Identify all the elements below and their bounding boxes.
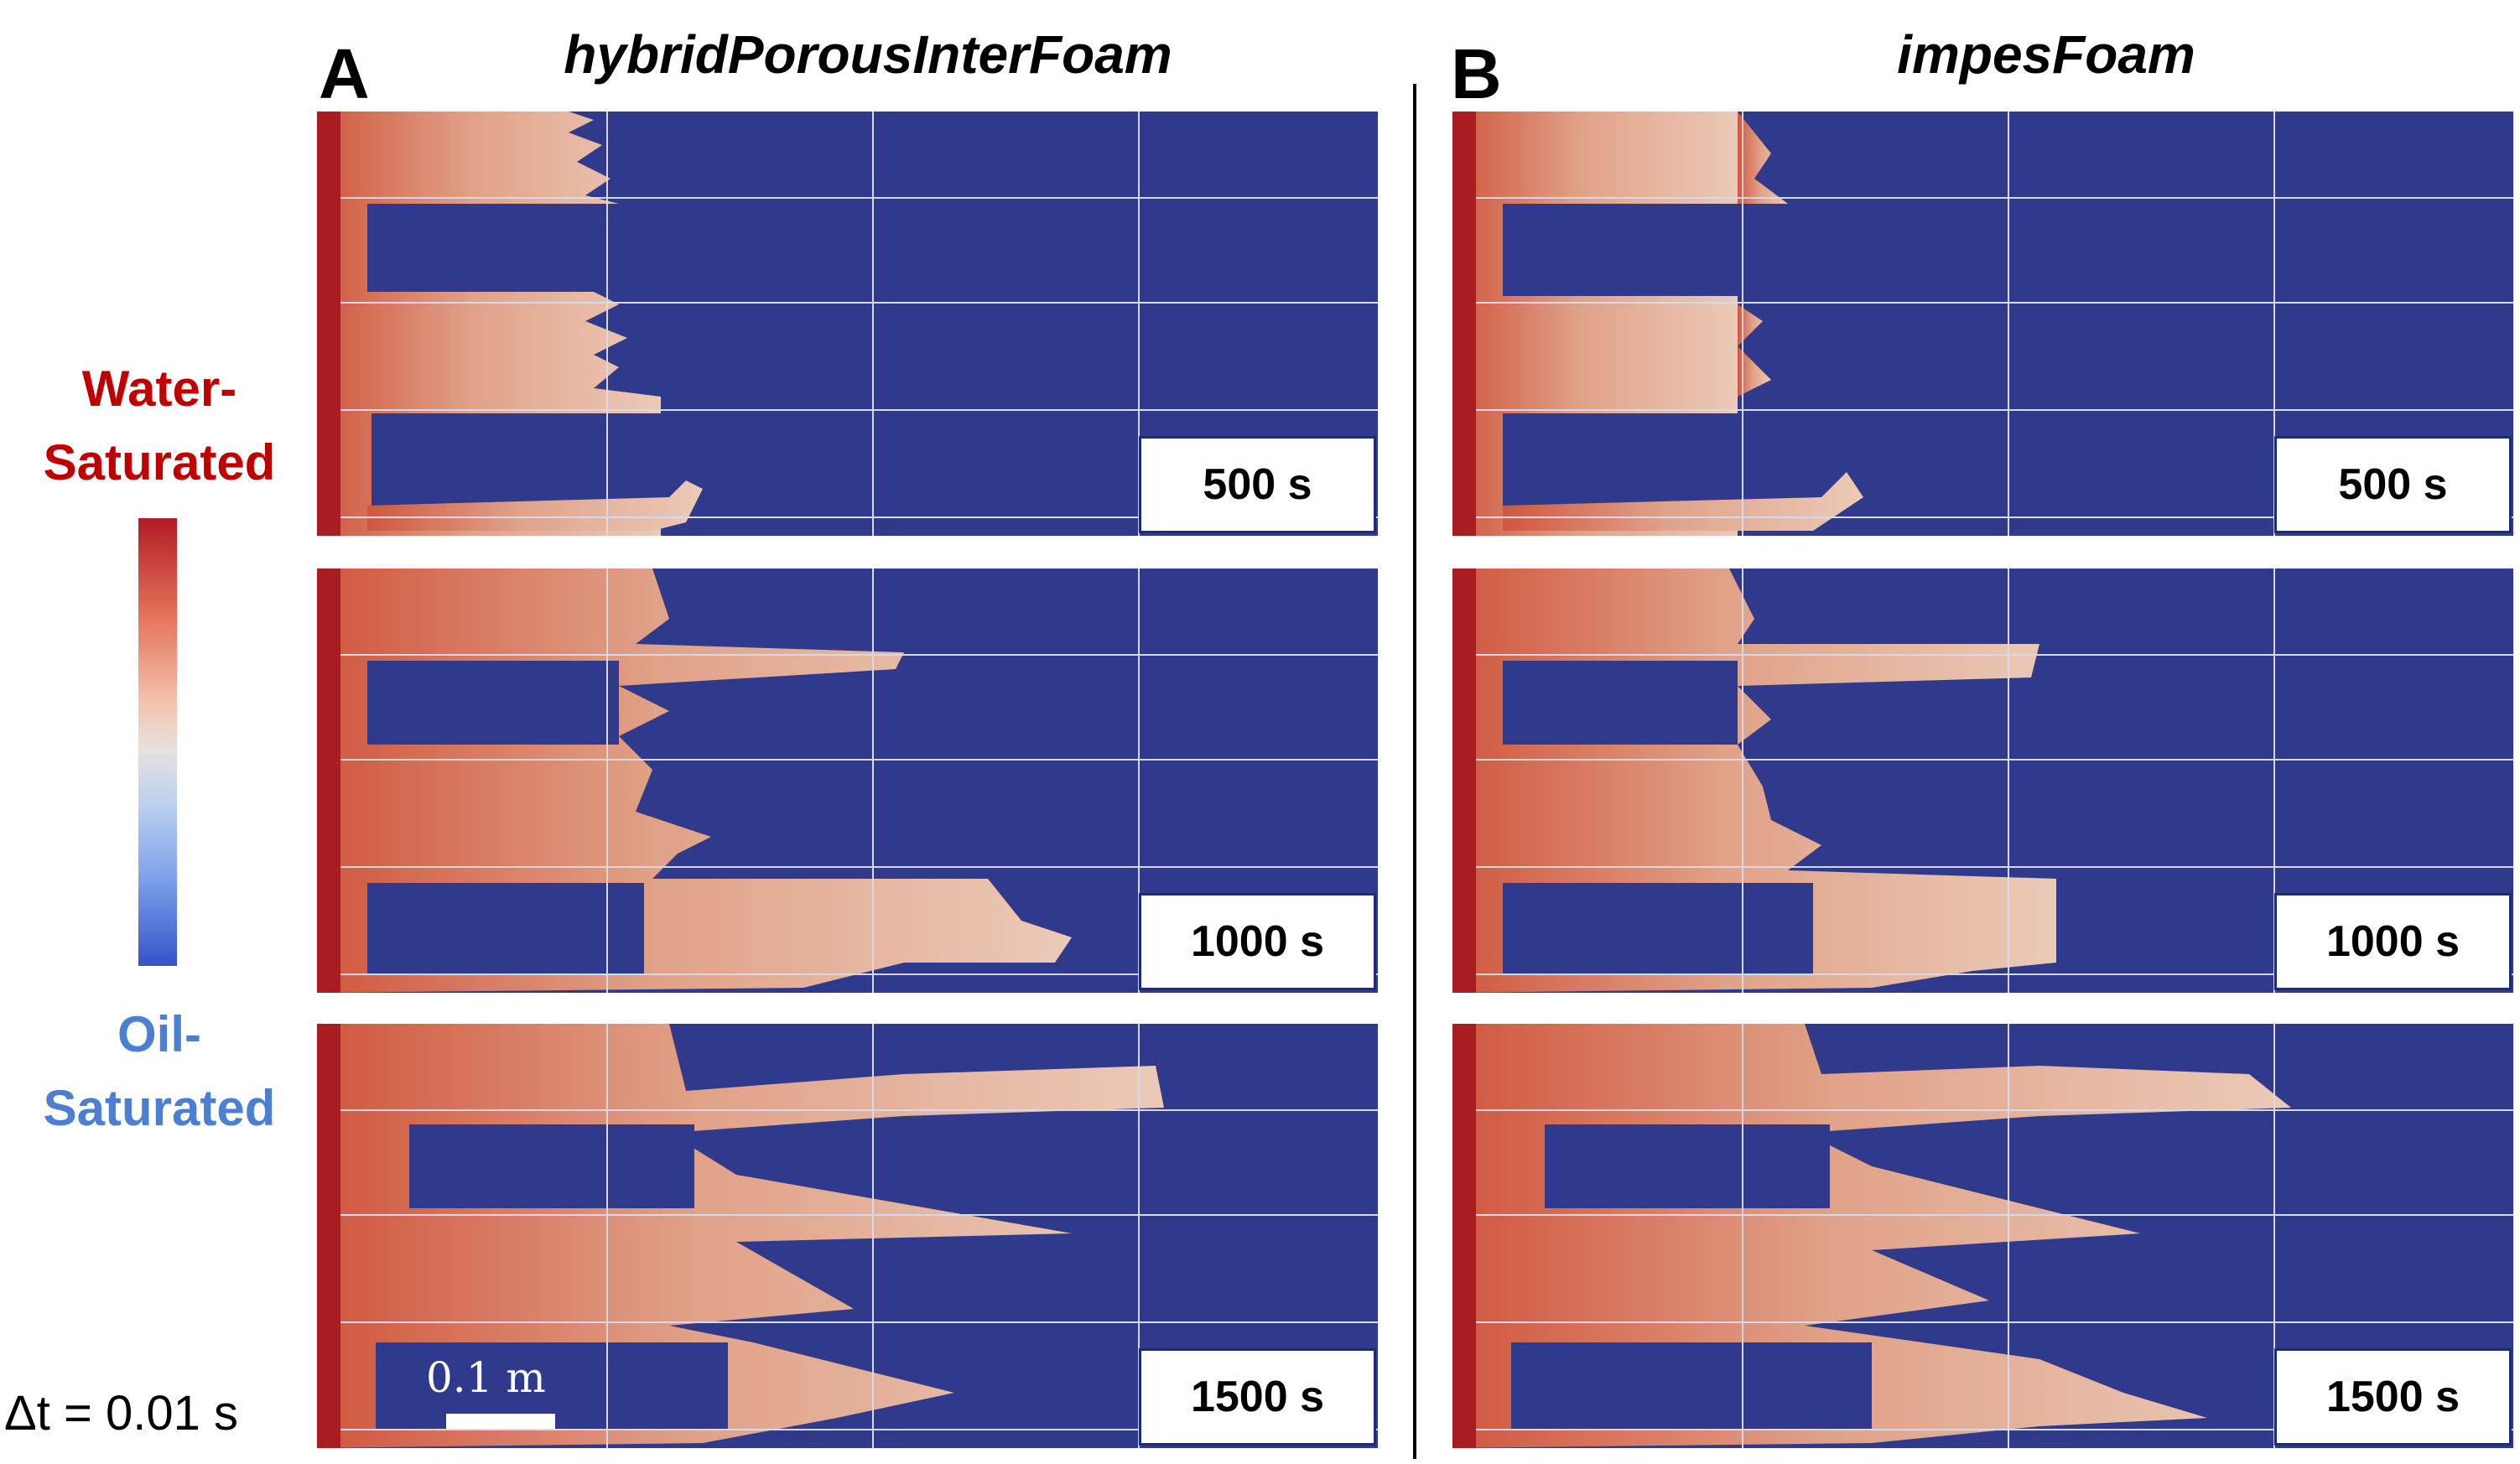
time-label-b-1500: 1500 s bbox=[2274, 1348, 2512, 1446]
time-label-a-1500: 1500 s bbox=[1139, 1348, 1376, 1446]
legend-oil-line1: Oil- bbox=[117, 1006, 201, 1062]
colorbar bbox=[138, 518, 177, 966]
panel-b-1500s bbox=[1452, 1024, 2513, 1448]
panel-a-1500s bbox=[317, 1024, 1378, 1448]
panel-a-500s bbox=[317, 112, 1378, 536]
scale-bar-label: 0.1 m bbox=[426, 1353, 546, 1402]
legend-water-line2: Saturated bbox=[43, 434, 276, 491]
panel-divider bbox=[1413, 84, 1416, 1459]
time-label-b-1000: 1000 s bbox=[2274, 893, 2512, 990]
scale-bar bbox=[446, 1414, 555, 1429]
legend-oil-saturated: Oil- Saturated bbox=[17, 998, 302, 1145]
legend-water-saturated: Water- Saturated bbox=[17, 352, 302, 500]
time-label-a-500: 500 s bbox=[1139, 436, 1376, 533]
legend-oil-line2: Saturated bbox=[43, 1080, 276, 1136]
panel-letter-a: A bbox=[319, 34, 370, 113]
time-label-a-1000: 1000 s bbox=[1139, 893, 1376, 990]
timestep-label: Δt = 0.01 s bbox=[4, 1386, 238, 1441]
time-label-b-500: 500 s bbox=[2274, 436, 2512, 533]
panel-title-a: hybridPorousInterFoam bbox=[564, 24, 1172, 85]
panel-letter-b: B bbox=[1451, 34, 1502, 113]
legend-water-line1: Water- bbox=[81, 361, 237, 417]
panel-title-b: impesFoam bbox=[1897, 24, 2195, 85]
